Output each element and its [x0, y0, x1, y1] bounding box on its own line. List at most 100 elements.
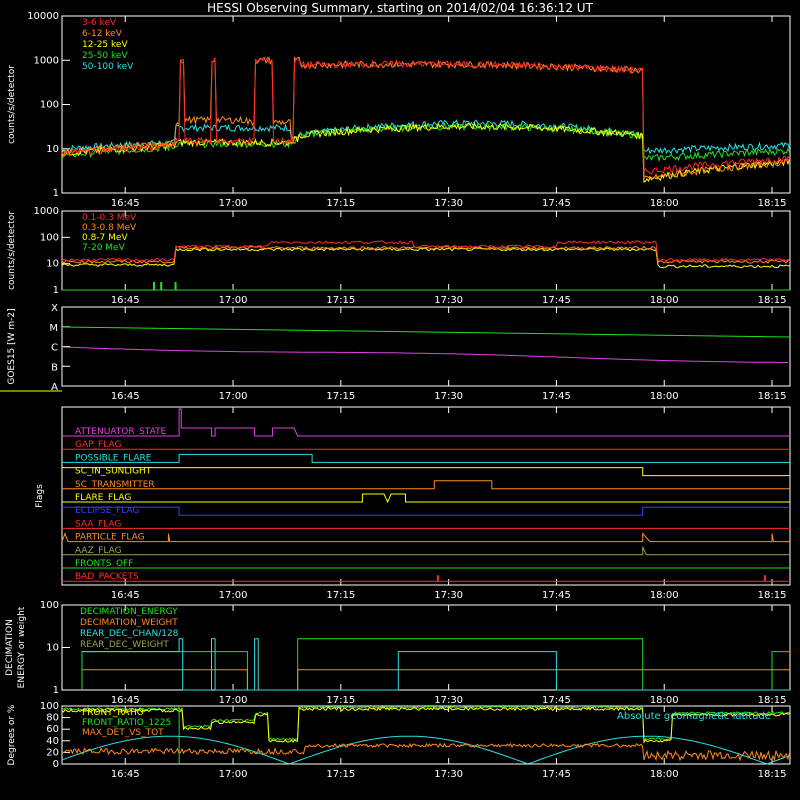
time-tick-label: 17:30: [434, 198, 463, 209]
flag-label-11: BAD_PACKETS: [75, 572, 139, 582]
y-tick-label: 80: [46, 713, 59, 724]
panel-frame-2: [61, 306, 791, 387]
time-tick-label: 17:00: [219, 769, 248, 780]
goes-short-series: [61, 346, 789, 363]
xray-series-0: [61, 55, 790, 175]
flag-series-3: [62, 467, 790, 477]
time-tick-label: 17:15: [326, 695, 355, 706]
time-tick-label: 17:15: [326, 198, 355, 209]
y-tick-label: C: [51, 343, 58, 354]
flag-series-5: [62, 493, 790, 504]
y-tick-label: B: [51, 362, 58, 373]
time-tick-label: 18:00: [650, 198, 679, 209]
time-tick-label: 18:00: [650, 695, 679, 706]
time-tick-label: 17:45: [542, 590, 571, 601]
y-tick-label: 1: [53, 685, 59, 696]
gamma-series-1: [61, 245, 791, 264]
panel-frame-1: [61, 210, 791, 291]
time-tick-label: 17:15: [326, 769, 355, 780]
legend-entry-0-1: 6-12 keV: [82, 29, 123, 39]
time-tick-label: 17:30: [434, 695, 463, 706]
geomagnetic-latitude-series: [61, 735, 789, 765]
xray-series-2: [61, 121, 790, 183]
legend-entry-5-1: FRONT_RATIO_1225: [82, 718, 171, 728]
y-tick-label: 100: [40, 600, 59, 611]
time-tick-label: 18:00: [650, 295, 679, 306]
time-tick-label: 18:15: [758, 391, 787, 402]
y-axis-label: ENERGY or weight: [17, 606, 27, 688]
time-tick-label: 17:30: [434, 590, 463, 601]
y-tick-label: 100: [40, 100, 59, 111]
flag-label-2: POSSIBLE_FLARE: [75, 453, 152, 463]
y-tick-label: 40: [46, 736, 59, 747]
y-tick-label: 1000: [34, 55, 59, 66]
time-tick-label: 18:00: [650, 769, 679, 780]
legend-entry-4-2: REAR_DEC_CHAN/128: [80, 629, 179, 639]
front-ratio-series: [61, 706, 790, 744]
y-tick-label: 1: [53, 188, 59, 199]
y-tick-label: 10: [46, 643, 59, 654]
time-tick-label: 17:45: [542, 769, 571, 780]
time-tick-label: 18:15: [758, 590, 787, 601]
time-tick-label: 17:45: [542, 695, 571, 706]
time-tick-label: 17:30: [434, 391, 463, 402]
flag-label-9: AAZ_FLAG: [75, 546, 122, 556]
legend-entry-5-2: MAX_DET_VS_TOT: [82, 728, 164, 738]
time-tick-label: 18:15: [758, 769, 787, 780]
y-tick-label: 100: [40, 232, 59, 243]
y-axis-label: counts/s/detector: [7, 65, 17, 144]
page-title: HESSI Observing Summary, starting on 201…: [207, 1, 593, 15]
y-axis-label: GOES15 [W m-2]: [7, 308, 17, 384]
legend-entry-1-0: 0.1-0.3 MeV: [82, 213, 137, 223]
time-tick-label: 17:30: [434, 295, 463, 306]
rear-dec-chan-series: [82, 638, 790, 691]
flag-label-6: ECLIPSE_FLAG: [75, 506, 139, 516]
y-axis-label: DECIMATION: [5, 619, 15, 676]
legend-entry-1-2: 0.8-7 MeV: [82, 233, 128, 243]
time-tick-label: 17:15: [326, 391, 355, 402]
time-tick-label: 17:45: [542, 295, 571, 306]
legend-entry-1-1: 0.3-0.8 MeV: [82, 223, 137, 233]
y-tick-label: 20: [46, 747, 59, 758]
panel-frame-5: [61, 705, 791, 765]
flag-label-3: SC_IN_SUNLIGHT: [75, 467, 152, 477]
flag-label-1: GAP_FLAG: [75, 440, 121, 450]
y-tick-label: 10: [46, 259, 59, 270]
y-tick-label: 100: [40, 701, 59, 712]
max-det-vs-tot-series: [61, 742, 790, 762]
legend-entry-1-3: 7-20 MeV: [82, 243, 126, 253]
flag-series-8: [61, 532, 790, 543]
legend-entry-0-0: 3-6 keV: [82, 18, 117, 28]
legend-entry-5-0: FRONT_RATIO: [82, 708, 144, 718]
time-tick-label: 16:45: [111, 295, 140, 306]
time-tick-label: 16:45: [111, 769, 140, 780]
time-tick-label: 17:00: [219, 695, 248, 706]
y-tick-label: 10: [46, 144, 59, 155]
flag-label-7: SAA_FLAG: [75, 519, 121, 529]
y-axis-label: Flags: [35, 484, 45, 508]
time-tick-label: 17:45: [542, 198, 571, 209]
y-tick-label: 1000: [34, 206, 59, 217]
xray-series-1: [61, 56, 790, 181]
y-tick-label: M: [49, 323, 58, 334]
time-tick-label: 17:00: [219, 295, 248, 306]
decimation-energy-series: [81, 638, 790, 691]
goes-long-series: [61, 326, 791, 338]
flag-label-5: FLARE_FLAG: [75, 493, 131, 503]
time-tick-label: 17:15: [326, 295, 355, 306]
xray-series-4: [61, 119, 790, 155]
y-axis-label: Degrees or %: [7, 704, 17, 765]
time-tick-label: 18:15: [758, 198, 787, 209]
flag-label-8: PARTICLE_FLAG: [75, 533, 145, 543]
time-tick-label: 17:00: [219, 391, 248, 402]
flag-series-2: [62, 453, 790, 463]
flag-series-4: [62, 480, 790, 490]
flag-label-4: SC_TRANSMITTER: [75, 480, 155, 490]
time-tick-label: 16:45: [111, 198, 140, 209]
time-tick-label: 17:30: [434, 769, 463, 780]
time-tick-label: 17:00: [219, 590, 248, 601]
flag-series-6: [62, 506, 790, 516]
legend-entry-4-0: DECIMATION_ENERGY: [80, 607, 178, 617]
flag-label-0: ATTENUATOR_STATE: [75, 427, 167, 437]
y-tick-label: 1: [53, 285, 59, 296]
